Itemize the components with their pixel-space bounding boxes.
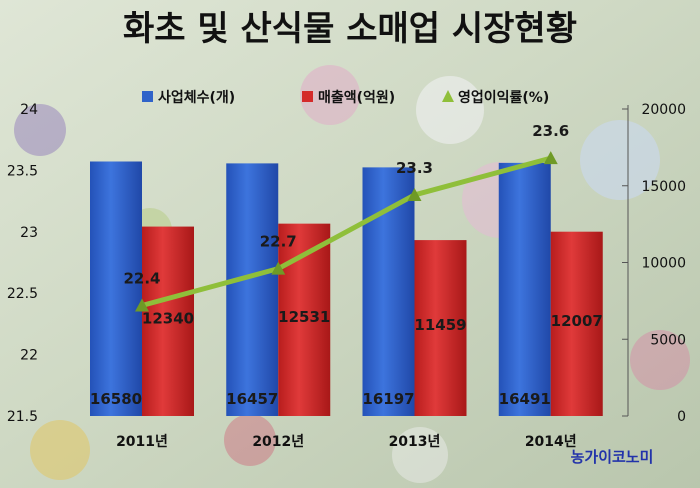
bar-sales — [550, 231, 603, 416]
bar-businesses — [226, 163, 279, 416]
legend: 사업체수(개) 매출액(억원) 영업이익률(%) — [142, 89, 549, 106]
legend-swatch — [302, 91, 313, 102]
profit-margin-label: 22.7 — [260, 233, 297, 251]
bar-businesses-label: 16580 — [90, 390, 142, 408]
category-label: 2012년 — [252, 434, 304, 450]
line-series — [135, 151, 558, 312]
right-tick-label: 0 — [677, 409, 686, 425]
bar-sales — [414, 240, 467, 416]
bar-businesses-label: 16457 — [226, 390, 278, 408]
left-tick-label: 21.5 — [7, 409, 38, 425]
profit-margin-marker — [271, 261, 286, 275]
line-data-labels: 22.4 22.7 23.3 23.6 — [123, 122, 569, 287]
legend-label: 매출액(억원) — [318, 89, 395, 106]
bar-series — [90, 161, 603, 416]
right-axis: 0 5000 10000 15000 20000 — [622, 102, 686, 425]
bar-businesses — [90, 161, 142, 416]
legend-swatch — [442, 90, 454, 102]
bar-data-labels: 16580 12340 16457 12531 16197 11459 16491 12007 — [90, 308, 603, 408]
left-tick-label: 23.5 — [7, 163, 38, 179]
category-axis: 2011년 2012년 2013년 2014년 — [116, 434, 577, 450]
bar-businesses — [498, 162, 551, 416]
bar-sales-label: 12340 — [142, 309, 194, 327]
profit-margin-label: 22.4 — [123, 269, 160, 287]
right-tick-label: 15000 — [641, 179, 686, 195]
legend-label: 사업체수(개) — [158, 90, 235, 106]
bar-businesses-label: 16197 — [362, 390, 414, 408]
bar-sales-label: 11459 — [414, 316, 466, 334]
left-axis: 21.5 22 22.5 23 23.5 24 — [7, 102, 38, 425]
right-tick-label: 10000 — [641, 256, 686, 272]
category-label: 2013년 — [389, 434, 441, 450]
chart-title: 화초 및 산식물 소매업 시장현황 — [123, 9, 577, 49]
category-label: 2014년 — [525, 434, 577, 450]
profit-margin-marker — [407, 187, 422, 201]
profit-margin-line — [141, 155, 552, 308]
right-tick-label: 5000 — [650, 332, 686, 348]
watermark-text: 농가이코노미 — [571, 448, 654, 466]
bar-sales — [142, 226, 194, 416]
profit-margin-label: 23.6 — [532, 122, 569, 140]
legend-label: 영업이익률(%) — [458, 89, 549, 106]
category-label: 2011년 — [116, 434, 168, 450]
bar-businesses — [362, 167, 415, 416]
profit-margin-label: 23.3 — [396, 159, 433, 177]
left-tick-label: 23 — [20, 225, 38, 241]
right-tick-label: 20000 — [641, 102, 686, 118]
profit-margin-marker — [135, 298, 149, 312]
left-tick-label: 22 — [20, 348, 38, 364]
bar-sales-label: 12531 — [278, 308, 330, 326]
bar-businesses-label: 16491 — [499, 390, 551, 408]
bar-sales-label: 12007 — [551, 312, 603, 330]
left-tick-label: 22.5 — [7, 286, 38, 302]
left-tick-label: 24 — [20, 102, 38, 118]
profit-margin-marker — [543, 151, 558, 165]
legend-swatch — [142, 91, 153, 102]
